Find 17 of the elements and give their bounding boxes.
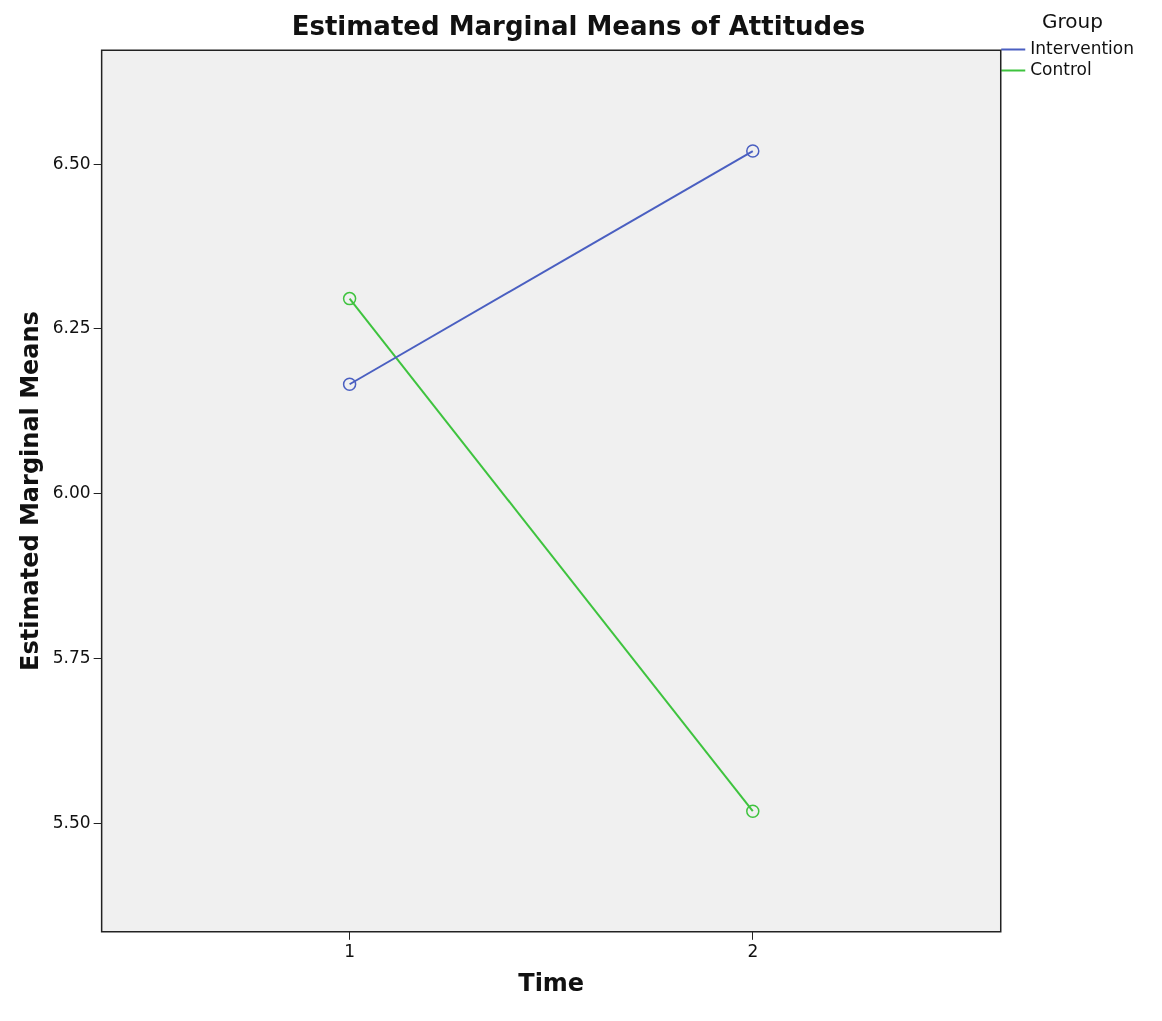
chart-title: Estimated Marginal Means of Attitudes	[291, 11, 866, 42]
point	[746, 804, 760, 818]
point	[342, 377, 357, 392]
point	[342, 291, 357, 306]
x-axis-title: Time	[518, 968, 585, 997]
legend-label: Control	[1030, 58, 1092, 79]
y-axis-title: Estimated Marginal Means	[15, 311, 44, 671]
y-tick-label: 6.50	[52, 152, 91, 173]
point	[746, 144, 760, 158]
legend-title: Group	[1041, 9, 1103, 34]
y-tick-label: 6.25	[52, 317, 91, 338]
y-tick-label: 5.50	[52, 811, 91, 832]
y-tick-label: 5.75	[52, 646, 91, 667]
x-tick-label: 2	[747, 941, 759, 962]
legend-label: Intervention	[1030, 37, 1135, 58]
x-tick-label: 1	[344, 941, 356, 962]
y-tick-label: 6.00	[52, 482, 91, 503]
